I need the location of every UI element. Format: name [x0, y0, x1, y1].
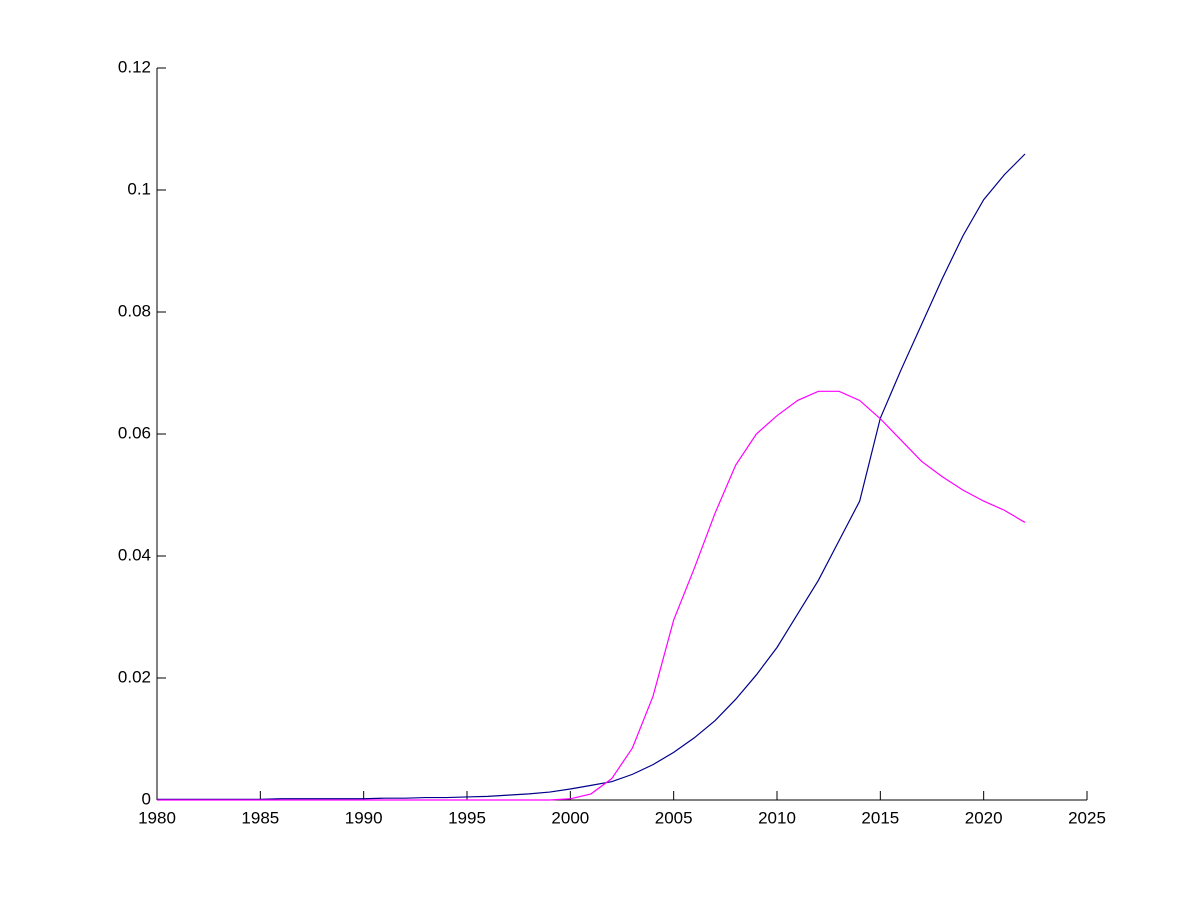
- y-tick-label: 0.02: [118, 667, 151, 686]
- y-tick-label: 0.06: [118, 423, 151, 442]
- x-tick-label: 2010: [758, 808, 796, 827]
- line-series: [157, 390, 1026, 801]
- x-tick-label: 2005: [655, 808, 693, 827]
- x-tick-label: 2020: [965, 808, 1003, 827]
- x-tick-label: 1990: [345, 808, 383, 827]
- x-tick-label: 2000: [551, 808, 589, 827]
- x-tick-label: 1980: [138, 808, 176, 827]
- line-series: [157, 153, 1026, 800]
- x-tick-label: 1985: [241, 808, 279, 827]
- y-tick-label: 0: [142, 789, 151, 808]
- y-tick-label: 0.1: [127, 179, 151, 198]
- x-tick-label: 2025: [1068, 808, 1106, 827]
- y-tick-label: 0.04: [118, 545, 151, 564]
- y-tick-label: 0.12: [118, 57, 151, 76]
- x-tick-label: 2015: [861, 808, 899, 827]
- x-tick-label: 1995: [448, 808, 486, 827]
- y-tick-label: 0.08: [118, 301, 151, 320]
